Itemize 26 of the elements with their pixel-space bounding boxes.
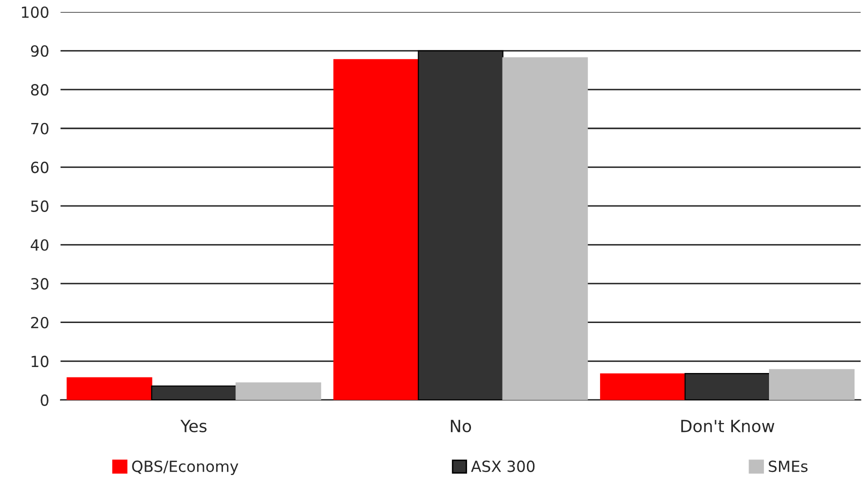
bar (418, 50, 504, 400)
y-tick-label: 40 (30, 239, 48, 251)
bar (600, 373, 686, 400)
x-tick-label: No (450, 420, 472, 432)
y-tick-label: 60 (31, 162, 48, 174)
y-tick-label: 50 (31, 200, 48, 212)
y-tick-label: 10 (32, 356, 48, 368)
bar (236, 382, 322, 400)
bar (66, 377, 152, 400)
legend-label: SMEs (768, 460, 808, 472)
y-tick-label: 90 (30, 45, 48, 57)
y-tick-label: 30 (31, 278, 48, 290)
bar (502, 57, 588, 400)
bar (151, 385, 237, 400)
legend-label: QBS/Economy (132, 460, 238, 476)
y-tick-label: 20 (31, 316, 48, 328)
x-tick-label: Don't Know (681, 420, 774, 432)
bar (684, 373, 770, 400)
y-tick-label: 70 (31, 122, 48, 134)
y-tick-label: 100 (22, 6, 48, 18)
y-tick-label: 0 (40, 394, 48, 406)
x-tick-label: Yes (180, 420, 207, 432)
y-tick-label: 80 (31, 84, 48, 96)
bar (768, 369, 855, 400)
bar (333, 59, 419, 400)
legend-label: ASX 300 (471, 460, 535, 472)
